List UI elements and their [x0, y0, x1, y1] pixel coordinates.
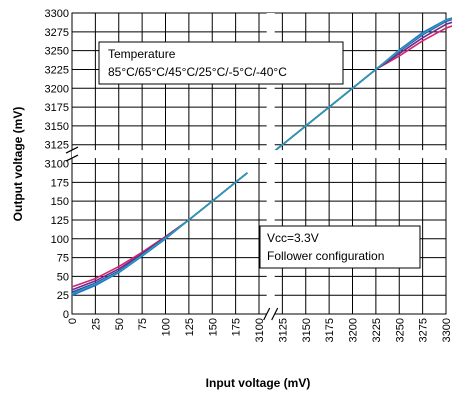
y-tick-label: 3175	[45, 102, 69, 114]
y-break-gap	[72, 150, 447, 159]
temperature-label: Temperature	[108, 47, 176, 61]
x-axis-title: Input voltage (mV)	[206, 376, 311, 390]
y-axis-title: Output voltage (mV)	[11, 107, 25, 222]
x-tick-label: 50	[114, 318, 126, 330]
temperature-box	[98, 41, 344, 85]
axis-breaks	[65, 13, 447, 321]
x-tick-labels: 0 25 50 75 100 125 150 175 3100 3125 3150 3175 3200 3…	[67, 318, 452, 342]
x-tick-label: 3300	[441, 318, 452, 342]
y-tick-label: 75	[57, 253, 69, 265]
y-tick-label: 3125	[45, 140, 69, 152]
x-tick-label: 175	[231, 318, 243, 336]
y-tick-label: 3100	[45, 159, 69, 171]
x-tick-label: 3250	[394, 318, 406, 342]
vcc-label: Vcc=3.3V	[267, 231, 319, 245]
x-tick-label: 0	[67, 318, 79, 324]
x-tick-label: 150	[207, 318, 219, 336]
series-line-5-low	[71, 172, 248, 295]
conditions-annotation: Vcc=3.3V Follower configuration	[259, 225, 421, 269]
y-tick-label: 3275	[45, 27, 69, 39]
x-tick-label: 3175	[324, 318, 336, 342]
y-tick-labels: 0 25 50 75 100 125 150 175 3100 3125 3150 3175 3200 3…	[45, 8, 69, 321]
y-tick-label: 3300	[45, 8, 69, 20]
x-tick-label: 100	[161, 318, 173, 336]
x-tick-label: 75	[137, 318, 149, 330]
configuration-label: Follower configuration	[267, 249, 384, 263]
y-tick-label: 0	[63, 309, 69, 321]
series-lines	[71, 17, 452, 296]
y-tick-label: 3150	[45, 121, 69, 133]
y-tick-label: 50	[57, 271, 69, 283]
y-tick-label: 125	[51, 215, 69, 227]
y-tick-label: 175	[51, 177, 69, 189]
y-tick-label: 3200	[45, 83, 69, 95]
x-break-mark	[271, 307, 279, 321]
y-tick-label: 25	[57, 290, 69, 302]
series-line-5-high	[270, 17, 452, 155]
y-break-mark	[65, 154, 79, 162]
x-tick-label: 25	[90, 318, 102, 330]
x-tick-label: 3150	[301, 318, 313, 342]
y-break-mark	[65, 146, 79, 154]
temperature-values: 85°C/65°C/45°C/25°C/-5°C/-40°C	[108, 65, 287, 79]
y-tick-label: 100	[51, 234, 69, 246]
conditions-box	[259, 225, 421, 269]
x-tick-label: 3100	[254, 318, 266, 342]
x-tick-label: 3200	[348, 318, 360, 342]
x-break-mark	[263, 307, 271, 321]
x-tick-label: 3125	[277, 318, 289, 342]
x-tick-label: 3275	[418, 318, 430, 342]
y-tick-label: 3225	[45, 64, 69, 76]
x-tick-label: 3225	[371, 318, 383, 342]
y-tick-label: 3250	[45, 46, 69, 58]
temperature-annotation: Temperature 85°C/65°C/45°C/25°C/-5°C/-40…	[98, 41, 344, 85]
x-tick-label: 125	[184, 318, 196, 336]
y-tick-label: 150	[51, 196, 69, 208]
x-break-gap	[266, 13, 275, 315]
